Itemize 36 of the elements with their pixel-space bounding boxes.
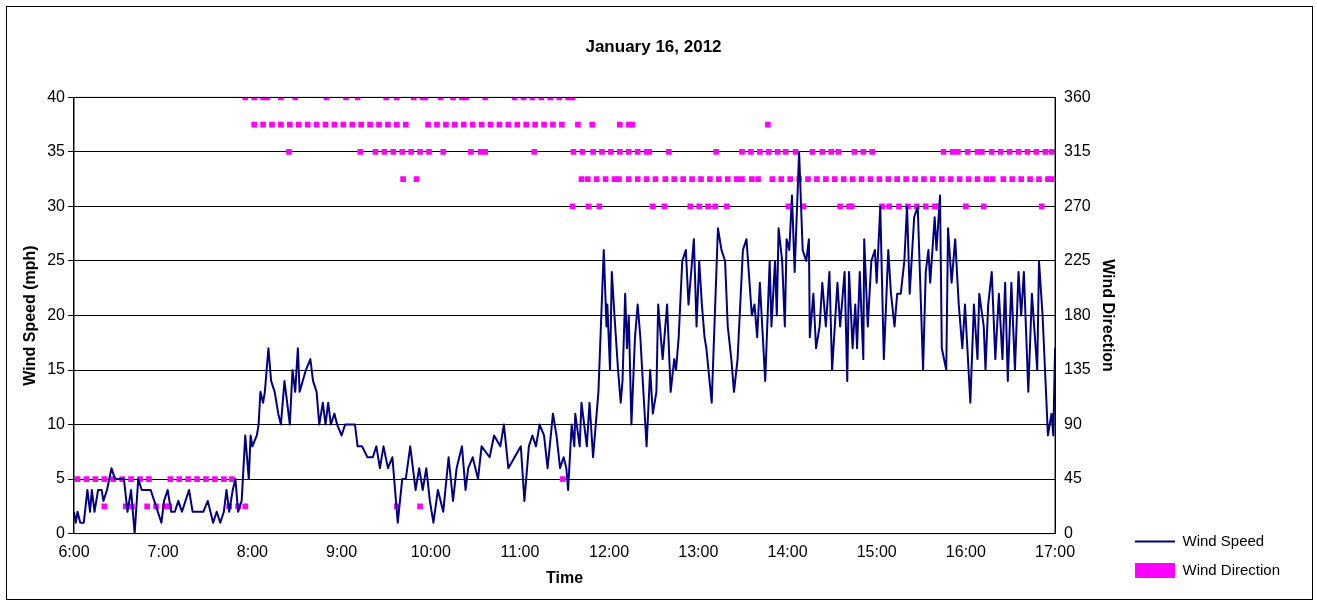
y2-tick-label: 90 — [1064, 414, 1082, 432]
y-tick-label: 30 — [47, 196, 66, 214]
y2-tick-label: 360 — [1064, 87, 1091, 105]
y2-tick-label: 225 — [1064, 251, 1091, 269]
y2-tick-label: 45 — [1064, 469, 1082, 487]
x-tick-label: 11:00 — [500, 542, 540, 560]
x-tick-label: 16:00 — [945, 542, 986, 560]
y2-tick-label: 315 — [1064, 142, 1091, 160]
x-tick-label: 17:00 — [1035, 542, 1076, 560]
x-tick-label: 15:00 — [856, 542, 897, 560]
x-tick-label: 14:00 — [767, 542, 808, 560]
x-axis-title: Time — [546, 568, 584, 586]
y-axis-title: Wind Speed (mph) — [21, 245, 39, 386]
y2-axis-title: Wind Direction — [1099, 259, 1117, 372]
x-tick-label: 6:00 — [58, 542, 90, 560]
y-tick-label: 15 — [47, 360, 66, 378]
y-tick-label: 25 — [47, 251, 66, 269]
legend-label: Wind Speed — [1182, 531, 1265, 549]
x-tick-label: 7:00 — [147, 542, 179, 560]
x-tick-label: 9:00 — [325, 542, 358, 560]
x-tick-label: 8:00 — [236, 542, 269, 560]
legend-label: Wind Direction — [1182, 560, 1280, 578]
y2-tick-label: 270 — [1064, 196, 1091, 214]
y-tick-label: 35 — [47, 142, 66, 160]
y-tick-label: 10 — [47, 414, 66, 432]
x-tick-label: 12:00 — [589, 542, 630, 560]
y-tick-label: 0 — [56, 524, 66, 542]
chart-title: January 16, 2012 — [585, 36, 722, 56]
y2-tick-label: 0 — [1064, 524, 1074, 542]
y-tick-label: 5 — [56, 469, 66, 487]
y2-tick-label: 135 — [1064, 360, 1091, 378]
x-tick-label: 10:00 — [410, 542, 451, 560]
x-tick-label: 13:00 — [678, 542, 719, 560]
y-tick-label: 20 — [47, 305, 66, 323]
y-tick-label: 40 — [47, 87, 66, 105]
y2-tick-label: 180 — [1064, 305, 1091, 323]
